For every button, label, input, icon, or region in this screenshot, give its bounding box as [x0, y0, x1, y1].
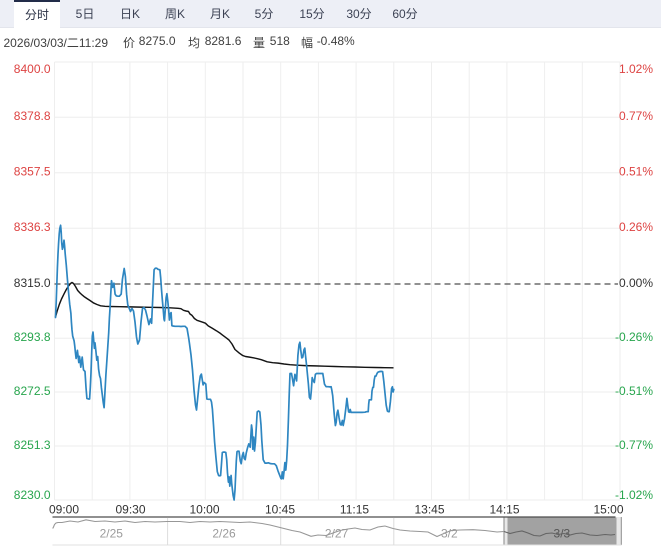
svg-text:11:15: 11:15: [340, 503, 369, 517]
svg-text:-0.77%: -0.77%: [615, 438, 653, 452]
svg-text:10:00: 10:00: [189, 503, 219, 517]
svg-text:2/25: 2/25: [100, 527, 124, 541]
svg-text:2/27: 2/27: [325, 527, 349, 541]
svg-text:8315.0: 8315.0: [14, 276, 51, 290]
svg-text:8378.8: 8378.8: [14, 109, 51, 123]
svg-text:-0.26%: -0.26%: [615, 330, 653, 344]
svg-text:0.00%: 0.00%: [619, 276, 653, 290]
svg-text:8272.5: 8272.5: [14, 384, 51, 398]
svg-text:-1.02%: -1.02%: [615, 488, 653, 502]
svg-text:8251.3: 8251.3: [14, 438, 51, 452]
svg-text:10:45: 10:45: [265, 503, 295, 517]
svg-text:0.51%: 0.51%: [619, 165, 653, 179]
svg-text:13:45: 13:45: [414, 503, 444, 517]
svg-text:-0.51%: -0.51%: [615, 384, 653, 398]
svg-text:09:00: 09:00: [49, 503, 79, 517]
svg-text:8336.3: 8336.3: [14, 220, 51, 234]
svg-text:15:00: 15:00: [593, 503, 623, 517]
svg-text:1.02%: 1.02%: [619, 62, 653, 76]
svg-text:8357.5: 8357.5: [14, 165, 51, 179]
svg-text:14:15: 14:15: [489, 503, 519, 517]
svg-text:8400.0: 8400.0: [14, 62, 51, 76]
svg-text:2/26: 2/26: [212, 527, 236, 541]
svg-text:0.26%: 0.26%: [619, 220, 653, 234]
svg-text:0.77%: 0.77%: [619, 109, 653, 123]
svg-text:8293.8: 8293.8: [14, 330, 51, 344]
svg-text:09:30: 09:30: [115, 503, 145, 517]
svg-text:8230.0: 8230.0: [14, 488, 51, 502]
